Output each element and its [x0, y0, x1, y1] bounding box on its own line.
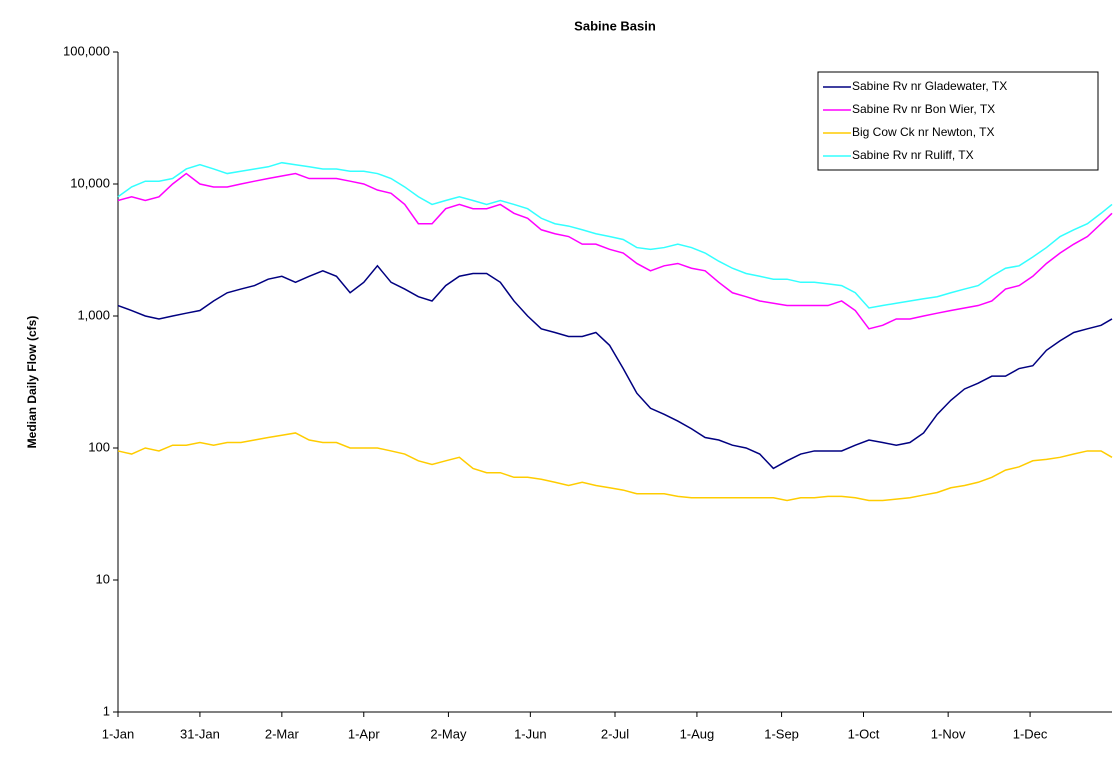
x-tick-label: 2-Mar — [265, 726, 300, 741]
x-tick-label: 1-Jan — [102, 726, 135, 741]
x-tick-label: 31-Jan — [180, 726, 220, 741]
legend-label: Sabine Rv nr Ruliff, TX — [852, 148, 974, 162]
legend-label: Sabine Rv nr Bon Wier, TX — [852, 102, 995, 116]
x-tick-label: 1-Nov — [931, 726, 966, 741]
y-tick-label: 100,000 — [63, 43, 110, 58]
x-tick-label: 2-Jul — [601, 726, 629, 741]
chart-title: Sabine Basin — [574, 18, 656, 33]
x-tick-label: 1-Aug — [680, 726, 715, 741]
x-tick-label: 1-Dec — [1013, 726, 1048, 741]
series-line — [117, 172, 1113, 330]
y-tick-label: 10,000 — [70, 175, 110, 190]
legend-label: Big Cow Ck nr Newton, TX — [852, 125, 995, 139]
series-line — [117, 264, 1113, 470]
x-tick-label: 2-May — [430, 726, 467, 741]
series-line — [117, 161, 1113, 309]
y-axis-title: Median Daily Flow (cfs) — [25, 316, 39, 449]
x-tick-label: 1-Oct — [848, 726, 880, 741]
x-tick-label: 1-Sep — [764, 726, 799, 741]
y-tick-label: 1 — [103, 703, 110, 718]
legend: Sabine Rv nr Gladewater, TX Sabine Rv nr … — [817, 71, 1099, 171]
y-tick-label: 10 — [96, 571, 110, 586]
x-tick-label: 1-Jun — [514, 726, 547, 741]
y-tick-label: 100 — [88, 439, 110, 454]
legend-label: Sabine Rv nr Gladewater, TX — [852, 79, 1007, 93]
legend-box — [817, 71, 1099, 171]
y-tick-label: 1,000 — [77, 307, 110, 322]
x-tick-label: 1-Apr — [348, 726, 380, 741]
series-line — [117, 432, 1113, 502]
